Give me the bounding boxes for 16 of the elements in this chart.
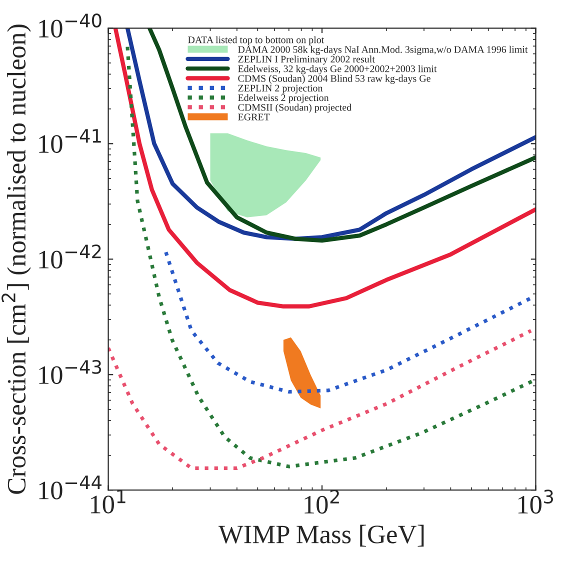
x-tick-label: 10$^{3}$ [518,490,554,514]
y-tick-label: 10$^{−42}$ [39,244,101,269]
legend-label: EGRET [238,114,270,120]
y-tick-label: 10$^{−40}$ [39,14,102,38]
y-tick-label: 10$^{−43}$ [39,360,102,384]
legend-title: DATA listed top to bottom on plot [188,36,324,46]
legend-label: ZEPLIN I Preliminary 2002 result [238,55,375,65]
legend-label: Edelweiss, 32 kg-days Ge 2000+2002+2003 limit [238,65,437,74]
legend-label: ZEPLIN 2 projection [238,84,323,94]
x-axis-title: WIMP Mass [GeV] [218,524,424,547]
legend-label: CDMS (Soudan) 2004 Blind 53 raw kg-days Ge [238,74,430,84]
legend-label: DAMA 2000 58k kg-days NaI Ann.Mod. 3sigma,w/o DAMA 1996 limit [238,46,528,55]
legend-label: CDMSII (Soudan) projected [238,104,352,113]
legend-label: Edelweiss 2 projection [238,94,329,104]
y-axis-title: Cross-section [cm$^{2}$] (normalised to nucleon) [2,24,31,494]
y-tick-label: 10$^{−41}$ [39,129,101,153]
